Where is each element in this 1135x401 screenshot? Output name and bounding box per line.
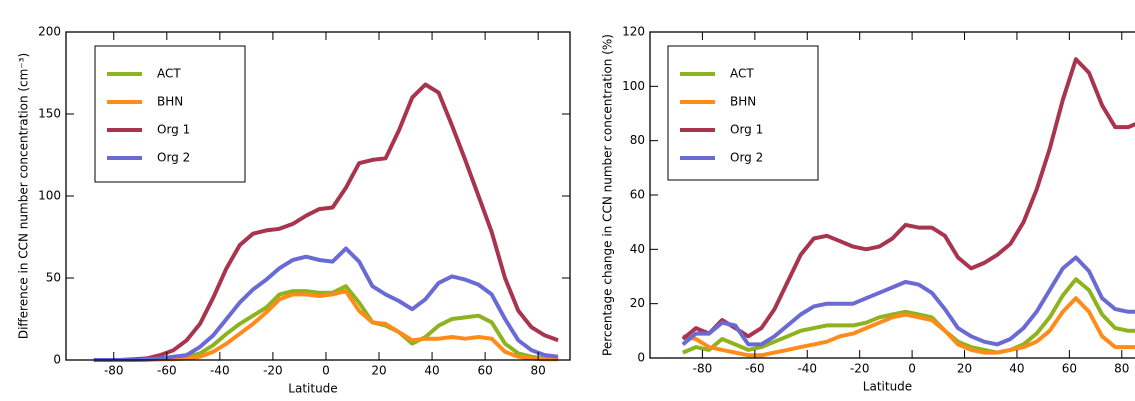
legend-label: Org 1: [157, 123, 190, 137]
data-line: [682, 277, 1135, 355]
x-tick-label: 20: [957, 362, 972, 376]
panel: -80 -60 -40 -20 0 20 40 60 80 0 50 100 150 200 Latitud…: [17, 25, 571, 396]
x-tick-label: -20: [263, 364, 283, 378]
x-tick-label: 0: [908, 362, 916, 376]
x-tick-label: 40: [424, 364, 439, 378]
y-tick-label: 0: [53, 353, 61, 367]
data-line: [93, 82, 559, 362]
y-tick-label: 100: [622, 79, 645, 93]
x-tick-label: -60: [745, 362, 765, 376]
data-line: [681, 255, 1135, 347]
legend-label: ACT: [730, 67, 754, 81]
legend-label: ACT: [157, 67, 181, 81]
y-tick-label: 100: [38, 189, 61, 203]
y-tick-label: 60: [630, 188, 645, 202]
x-tick-label: 60: [477, 364, 492, 378]
y-tick-label: 150: [38, 107, 61, 121]
x-tick-label: -40: [210, 364, 230, 378]
x-axis-label: Latitude: [863, 380, 912, 394]
y-tick-label: 50: [46, 271, 61, 285]
y-tick-label: 20: [630, 296, 645, 310]
legend-label: BHN: [157, 95, 183, 109]
x-tick-label: -40: [797, 362, 817, 376]
y-tick-label: 120: [622, 25, 645, 39]
data-line: [93, 284, 559, 362]
legend-label: Org 2: [730, 151, 763, 165]
x-tick-label: -60: [157, 364, 177, 378]
x-axis-label: Latitude: [288, 382, 337, 396]
x-tick-label: -80: [693, 362, 713, 376]
x-tick-label: -80: [104, 364, 124, 378]
y-tick-label: 80: [630, 133, 645, 147]
y-axis-label: Percentage change in CCN number concentr…: [601, 34, 615, 356]
y-axis-label: Difference in CCN number concentration (…: [17, 53, 31, 339]
legend-label: Org 1: [730, 123, 763, 137]
x-tick-label: 0: [322, 364, 330, 378]
y-tick-label: 0: [637, 351, 645, 365]
legend-box: [667, 45, 819, 181]
x-tick-label: 20: [371, 364, 386, 378]
y-tick-label: 200: [38, 25, 61, 39]
panel: -80 -60 -40 -20 0 20 40 60 80 0 20 40 60 80 100 120 Lati…: [601, 25, 1135, 394]
x-tick-label: 40: [1009, 362, 1024, 376]
y-tick-label: 40: [630, 242, 645, 256]
legend-label: BHN: [730, 95, 756, 109]
x-tick-label: 80: [1114, 362, 1129, 376]
legend-label: Org 2: [157, 151, 190, 165]
x-tick-label: 80: [531, 364, 546, 378]
data-line: [93, 246, 559, 362]
x-tick-label: -20: [850, 362, 870, 376]
data-line: [682, 296, 1135, 358]
data-line: [681, 57, 1135, 341]
data-line: [93, 289, 559, 362]
x-tick-label: 60: [1062, 362, 1077, 376]
